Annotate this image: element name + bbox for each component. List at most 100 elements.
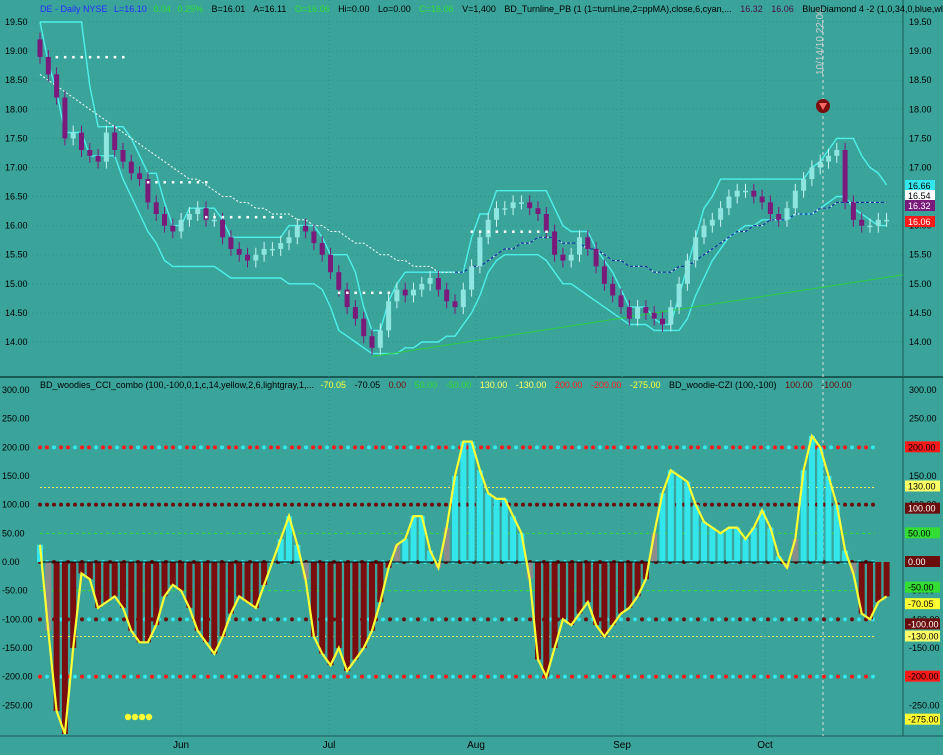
cci-histogram-bar bbox=[518, 533, 525, 562]
cci-badge-label: -200.00 bbox=[908, 672, 939, 682]
cci-level-dot bbox=[654, 674, 658, 679]
cci-level-dot bbox=[465, 617, 469, 622]
cci-level-dot bbox=[227, 674, 231, 679]
cci-level-dot bbox=[759, 502, 763, 507]
cci-level-dot bbox=[339, 445, 343, 450]
cci-level-dot bbox=[843, 617, 847, 622]
cci-level-dot bbox=[647, 445, 651, 450]
cci-level-dot bbox=[815, 674, 819, 679]
cci-level-dot bbox=[703, 445, 707, 450]
cci-level-dot bbox=[794, 674, 798, 679]
candle-body bbox=[585, 237, 591, 249]
cci-level-dot bbox=[164, 674, 168, 679]
cci-level-dot bbox=[773, 617, 777, 622]
cci-level-dot bbox=[612, 445, 616, 450]
cci-histogram-bar bbox=[377, 562, 384, 603]
cci-level-dot bbox=[752, 617, 756, 622]
cci-histogram-bar bbox=[178, 562, 185, 591]
price-tick-label: 19.50 bbox=[909, 17, 932, 27]
candle-body bbox=[311, 231, 317, 244]
cci-histogram-bar bbox=[78, 562, 85, 574]
cci-level-dot bbox=[528, 617, 532, 622]
cci-histogram-bar bbox=[717, 533, 724, 562]
cci-histogram-bar bbox=[501, 498, 508, 562]
cci-level-dot bbox=[626, 445, 630, 450]
price-badge bbox=[905, 180, 935, 191]
cci-diamond-markers bbox=[124, 713, 153, 721]
cci-level-dot bbox=[101, 502, 105, 507]
price-badge-label: 16.06 bbox=[908, 217, 931, 227]
cci-level-dot bbox=[430, 617, 434, 622]
cci-level-dot bbox=[738, 674, 742, 679]
cci-level-dot bbox=[780, 502, 784, 507]
cci-level-dot bbox=[220, 445, 224, 450]
cci-level-dot bbox=[171, 502, 175, 507]
cci-level-dot bbox=[94, 674, 98, 679]
stop-dot bbox=[512, 230, 515, 233]
stop-dot bbox=[171, 181, 175, 184]
candle-body bbox=[70, 132, 76, 139]
cci-histogram-bar bbox=[576, 562, 583, 614]
cci-level-dot bbox=[822, 674, 826, 679]
cci-level-dot bbox=[101, 674, 105, 679]
cci-level-dot bbox=[745, 617, 749, 622]
cci-histogram-bar bbox=[510, 516, 517, 562]
candle-body bbox=[850, 202, 856, 220]
cci-level-dot bbox=[528, 674, 532, 679]
stop-dot bbox=[379, 291, 382, 295]
stop-dot bbox=[180, 181, 183, 184]
cci-level-dot bbox=[808, 617, 812, 622]
cci-level-dot bbox=[38, 502, 42, 507]
cci-level-dot bbox=[675, 617, 679, 622]
cci-level-dot bbox=[241, 674, 245, 679]
cci-histogram-bar bbox=[701, 521, 707, 562]
stop-dot bbox=[221, 215, 225, 219]
cci-level-dot bbox=[255, 445, 259, 450]
candle-body bbox=[286, 237, 292, 244]
cci-level-dot bbox=[297, 617, 301, 622]
cci-level-dot bbox=[80, 674, 84, 679]
cci-level-dot bbox=[269, 502, 273, 507]
cci-badge bbox=[905, 480, 940, 492]
cci-level-dot bbox=[290, 674, 294, 679]
stop-dot bbox=[205, 181, 208, 184]
cci-histogram-bar bbox=[144, 562, 151, 643]
cci-histogram-bar bbox=[759, 510, 766, 562]
cci-level-dot bbox=[108, 445, 112, 450]
cci-level-dot bbox=[157, 502, 161, 507]
cci-level-dot bbox=[241, 502, 245, 507]
cci-level-dot bbox=[171, 617, 175, 622]
cci-histogram-bar bbox=[161, 562, 168, 597]
cci-histogram-bar bbox=[61, 562, 68, 734]
price-tick-label-left: 16.50 bbox=[5, 192, 28, 202]
cci-level-dot bbox=[143, 445, 147, 450]
cci-histogram-bar bbox=[618, 562, 624, 614]
cci-level-dot bbox=[731, 502, 735, 507]
cci-level-dot bbox=[549, 445, 553, 450]
cci-level-dot bbox=[710, 502, 714, 507]
cci-histogram-bar bbox=[120, 562, 126, 608]
cci-badge-label: -100.00 bbox=[908, 619, 939, 629]
cci-histogram-bar bbox=[817, 447, 824, 562]
candle-body bbox=[718, 208, 724, 220]
candle-body bbox=[560, 254, 566, 261]
cci-level-dot bbox=[731, 674, 735, 679]
cci-level-dot bbox=[591, 445, 595, 450]
cci-tick-label-left: 50.00 bbox=[2, 528, 25, 538]
cci-level-dot bbox=[535, 445, 539, 450]
cci-histogram-bar bbox=[634, 562, 641, 597]
candle-body bbox=[236, 248, 242, 255]
candle-body bbox=[419, 283, 425, 290]
candle-body bbox=[485, 219, 491, 238]
cci-badge-label: -50.00 bbox=[908, 583, 934, 593]
stop-dot bbox=[346, 291, 349, 295]
stop-dot bbox=[163, 181, 166, 184]
cci-level-dot bbox=[514, 617, 518, 622]
cci-histogram-bar bbox=[369, 562, 375, 631]
cci-level-dot bbox=[605, 445, 609, 450]
cci-histogram-bar bbox=[800, 470, 807, 562]
price-tick-label-left: 15.50 bbox=[5, 250, 28, 260]
cci-level-dot bbox=[199, 502, 203, 507]
cci-badge-label: -70.05 bbox=[908, 599, 934, 609]
cci-level-dot bbox=[255, 502, 259, 507]
